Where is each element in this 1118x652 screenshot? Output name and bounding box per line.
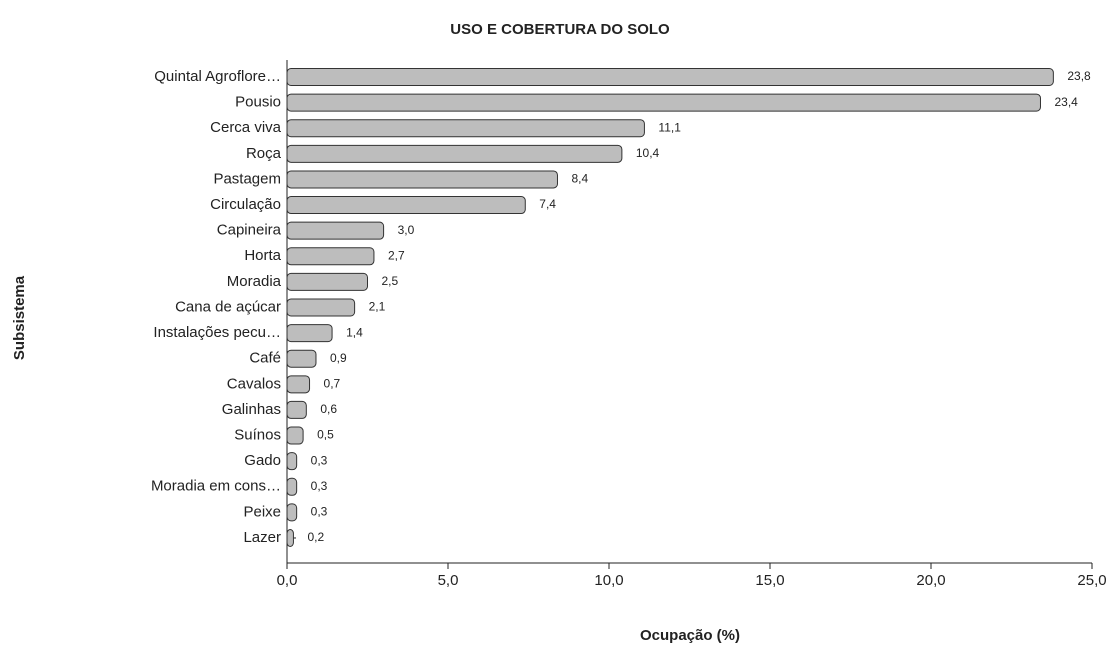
bar [286, 196, 526, 215]
y-tick-label: Circulação [210, 196, 281, 213]
x-tick-label: 0,0 [277, 572, 298, 589]
y-tick-label: Gado [244, 452, 281, 469]
y-tick-label: Galinhas [222, 401, 281, 418]
value-label: 0,2 [307, 530, 324, 544]
value-label: 0,3 [311, 453, 328, 467]
bar [286, 528, 294, 547]
value-label: 8,4 [571, 172, 588, 186]
bar [286, 221, 385, 240]
bar [286, 119, 645, 138]
value-label: 2,7 [388, 248, 405, 262]
y-tick-label: Suínos [234, 427, 281, 444]
bar [286, 452, 298, 471]
value-label: 7,4 [539, 197, 556, 211]
value-label: 0,7 [324, 376, 341, 390]
y-tick-label: Lazer [243, 529, 281, 546]
value-label: 0,9 [330, 351, 347, 365]
y-tick-label: Horta [244, 247, 281, 264]
x-tick-label: 15,0 [755, 572, 784, 589]
y-axis-title: Subsistema [11, 275, 28, 360]
y-tick-label: Quintal Agroflore… [154, 68, 281, 85]
value-label: 11,1 [658, 120, 681, 134]
y-tick-label: Café [249, 350, 281, 367]
bar [286, 349, 317, 368]
x-tick-label: 5,0 [438, 572, 459, 589]
chart-title: USO E COBERTURA DO SOLO [450, 21, 670, 38]
bar [286, 503, 298, 522]
value-label: 0,6 [320, 402, 337, 416]
y-tick-label: Capineira [217, 222, 282, 239]
value-label: 1,4 [346, 325, 363, 339]
bar [286, 93, 1041, 112]
bar [286, 68, 1054, 86]
x-tick-label: 25,0 [1077, 572, 1106, 589]
value-label: 2,1 [369, 300, 386, 314]
y-tick-label: Roça [246, 145, 282, 162]
y-tick-label: Moradia em cons… [151, 478, 281, 495]
value-label: 23,4 [1054, 95, 1078, 109]
bar [286, 247, 375, 266]
value-label: 10,4 [636, 146, 660, 160]
value-label: 2,5 [382, 274, 399, 288]
bar [286, 324, 333, 343]
y-tick-label: Cavalos [227, 375, 281, 392]
y-tick-label: Instalações pecu… [153, 324, 281, 341]
y-tick-label: Cerca viva [210, 119, 282, 136]
value-label: 0,3 [311, 505, 328, 519]
y-tick-label: Moradia [227, 273, 282, 290]
bar [286, 170, 558, 189]
bar [286, 144, 623, 163]
x-axis-title: Ocupação (%) [640, 627, 740, 644]
x-tick-label: 20,0 [916, 572, 945, 589]
x-tick-label: 10,0 [594, 572, 623, 589]
bar [286, 298, 356, 317]
y-tick-label: Cana de açúcar [175, 298, 281, 315]
bar [286, 426, 304, 445]
bar [286, 272, 368, 291]
bar [286, 375, 311, 394]
value-label: 23,8 [1067, 69, 1091, 83]
value-label: 0,5 [317, 428, 334, 442]
y-tick-label: Peixe [243, 503, 281, 520]
y-tick-label: Pousio [235, 94, 281, 111]
value-label: 0,3 [311, 479, 328, 493]
value-label: 3,0 [398, 223, 415, 237]
y-tick-label: Pastagem [213, 170, 281, 187]
bar [286, 400, 307, 419]
bar [286, 477, 298, 496]
